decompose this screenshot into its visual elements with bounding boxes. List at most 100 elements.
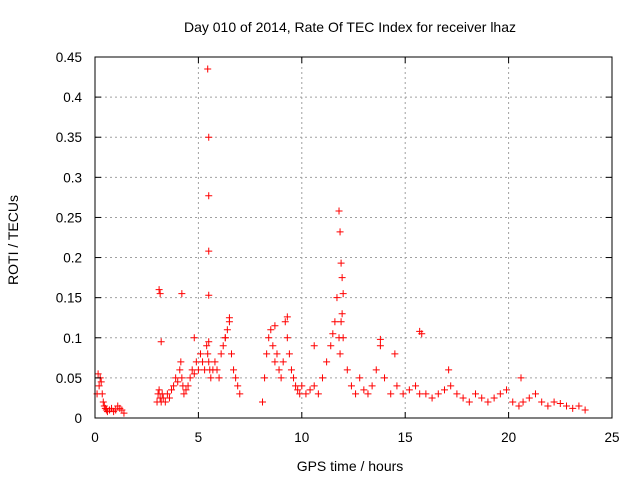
data-point: [188, 366, 196, 374]
data-point: [221, 334, 229, 342]
data-point: [515, 402, 523, 410]
data-point: [192, 358, 200, 366]
data-point: [279, 358, 287, 366]
data-point: [335, 207, 343, 215]
data-points: [93, 65, 589, 417]
data-point: [156, 290, 164, 298]
data-point: [234, 382, 242, 390]
data-point: [329, 330, 337, 338]
data-point: [416, 327, 424, 335]
x-tick-label: 20: [501, 430, 516, 445]
data-point: [219, 342, 227, 350]
data-point: [205, 291, 213, 299]
data-point: [318, 374, 326, 382]
data-point: [267, 326, 275, 334]
data-point: [393, 382, 401, 390]
data-point: [283, 334, 291, 342]
data-point: [333, 294, 341, 302]
data-point: [290, 374, 298, 382]
data-point: [314, 390, 322, 398]
data-point: [517, 374, 525, 382]
data-point: [387, 390, 395, 398]
data-point: [490, 394, 498, 402]
data-point: [172, 374, 180, 382]
data-point: [180, 390, 188, 398]
y-tick-label: 0: [74, 411, 82, 426]
data-point: [184, 382, 192, 390]
data-point: [310, 342, 318, 350]
data-point: [271, 358, 279, 366]
data-point: [416, 390, 424, 398]
data-point: [227, 350, 235, 358]
data-point: [196, 350, 204, 358]
data-point: [336, 228, 344, 236]
data-point: [186, 374, 194, 382]
y-tick-label: 0.25: [56, 210, 82, 225]
data-point: [569, 404, 577, 412]
data-point: [155, 386, 163, 394]
data-point: [205, 133, 213, 141]
data-point: [161, 398, 169, 406]
data-point: [519, 398, 527, 406]
data-point: [259, 398, 267, 406]
y-tick-label: 0.4: [63, 90, 82, 105]
data-point: [277, 374, 285, 382]
data-point: [261, 374, 269, 382]
data-point: [509, 398, 517, 406]
data-point: [203, 342, 211, 350]
x-tick-label: 0: [91, 430, 99, 445]
data-point: [376, 335, 384, 343]
data-point: [347, 382, 355, 390]
data-point: [459, 394, 467, 402]
data-point: [281, 318, 289, 326]
data-point: [298, 382, 306, 390]
data-point: [223, 326, 231, 334]
y-tick-label: 0.1: [63, 331, 82, 346]
y-tick-label: 0.05: [56, 371, 82, 386]
data-point: [302, 390, 310, 398]
data-point: [275, 366, 283, 374]
data-point: [94, 370, 102, 378]
y-tick-label: 0.35: [56, 130, 82, 145]
data-point: [310, 382, 318, 390]
data-point: [213, 366, 221, 374]
data-point: [285, 350, 293, 358]
data-point: [323, 358, 331, 366]
data-point: [337, 259, 345, 267]
data-point: [287, 366, 295, 374]
data-point: [165, 394, 173, 402]
data-point: [405, 386, 413, 394]
y-tick-label: 0.15: [56, 291, 82, 306]
data-point: [538, 398, 546, 406]
data-point: [155, 286, 163, 294]
data-point: [190, 370, 198, 378]
data-point: [199, 358, 207, 366]
data-point: [575, 402, 583, 410]
data-point: [292, 382, 300, 390]
y-tick-label: 0.3: [63, 170, 82, 185]
data-point: [337, 318, 345, 326]
data-point: [544, 402, 552, 410]
data-point: [230, 366, 238, 374]
data-point: [581, 406, 589, 414]
data-point: [399, 390, 407, 398]
data-point: [296, 390, 304, 398]
data-point: [356, 374, 364, 382]
data-point: [453, 390, 461, 398]
x-tick-label: 15: [398, 430, 413, 445]
data-point: [265, 334, 273, 342]
data-point: [225, 314, 233, 322]
y-tick-label: 0.45: [56, 50, 82, 65]
data-point: [364, 390, 372, 398]
chart-title: Day 010 of 2014, Rate Of TEC Index for r…: [184, 19, 516, 35]
data-point: [215, 374, 223, 382]
data-point: [338, 274, 346, 282]
data-point: [120, 409, 128, 417]
data-point: [205, 192, 213, 200]
data-point: [484, 398, 492, 406]
data-point: [95, 382, 103, 390]
data-point: [99, 398, 107, 406]
data-point: [236, 390, 244, 398]
